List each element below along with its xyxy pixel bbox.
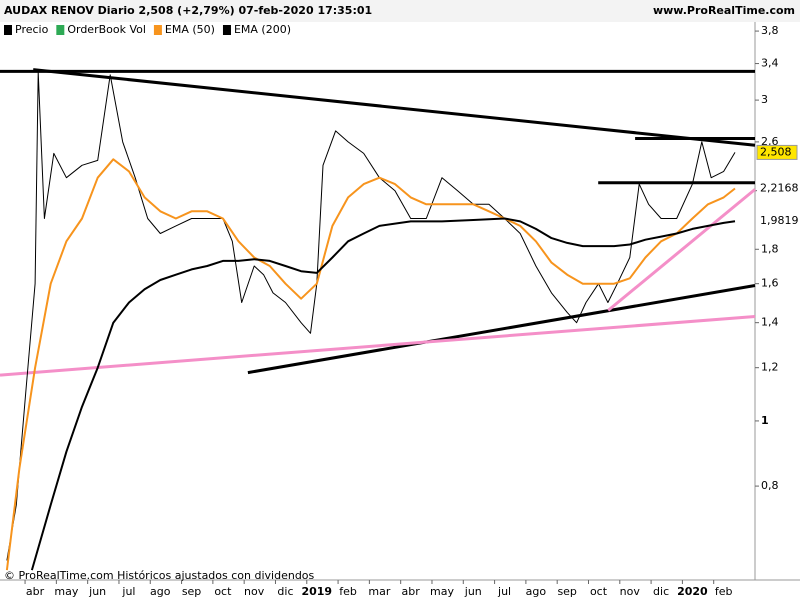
x-tick-label: 2020 — [677, 585, 708, 598]
x-tick-label: dic — [277, 585, 293, 598]
last-value-tag — [757, 181, 797, 196]
x-tick-label: abr — [26, 585, 45, 598]
last-value-tag — [757, 214, 797, 229]
y-tick-label: 1 — [761, 414, 769, 427]
trendline — [33, 68, 756, 147]
trendline — [607, 188, 756, 312]
x-tick-label: jun — [464, 585, 482, 598]
legend: Precio OrderBook Vol EMA (50) EMA (200) — [4, 23, 291, 36]
x-tick-label: feb — [339, 585, 357, 598]
y-tick-label: 3 — [761, 93, 768, 106]
x-tick-label: nov — [244, 585, 265, 598]
legend-swatch — [153, 25, 162, 35]
last-value-label: 2,2168 — [760, 181, 799, 194]
y-tick-label: 3,8 — [761, 24, 779, 37]
x-tick-label: may — [54, 585, 78, 598]
legend-label: Precio — [15, 23, 49, 36]
x-tick-label: oct — [214, 585, 232, 598]
x-tick-label: dic — [653, 585, 669, 598]
x-tick-label: 2019 — [301, 585, 332, 598]
x-tick-label: mar — [368, 585, 390, 598]
y-tick-label: 0,8 — [761, 479, 779, 492]
x-tick-label: jul — [121, 585, 135, 598]
site-label: www.ProRealTime.com — [653, 4, 795, 17]
x-tick-label: nov — [620, 585, 641, 598]
chart-title: AUDAX RENOV Diario 2,508 (+2,79%) 07-feb… — [4, 4, 372, 17]
y-tick-label: 1,2 — [761, 361, 779, 374]
x-tick-label: jun — [88, 585, 106, 598]
trendline — [247, 284, 756, 375]
x-tick-label: oct — [590, 585, 608, 598]
trendline — [0, 315, 756, 377]
legend-swatch — [4, 25, 12, 35]
legend-label: OrderBook Vol — [67, 23, 146, 36]
legend-swatch — [56, 25, 65, 35]
legend-label: EMA (200) — [234, 23, 291, 36]
y-tick-label: 3,4 — [761, 57, 779, 70]
series-line — [6, 71, 736, 561]
y-tick-label: 1,4 — [761, 316, 779, 329]
x-tick-label: ago — [526, 585, 547, 598]
legend-label: EMA (50) — [165, 23, 215, 36]
x-tick-label: feb — [715, 585, 733, 598]
last-value-label: 2,508 — [760, 145, 792, 158]
last-value-label: 1,9819 — [760, 214, 799, 227]
x-tick-label: abr — [402, 585, 421, 598]
y-tick-label: 2,6 — [761, 135, 779, 148]
y-tick-label: 1,8 — [761, 242, 779, 255]
x-tick-label: jul — [497, 585, 511, 598]
x-tick-label: sep — [557, 585, 576, 598]
footer-note: © ProRealTime.com Históricos ajustados c… — [4, 569, 315, 582]
last-value-tag — [756, 144, 798, 160]
series-line — [5, 158, 736, 571]
y-tick-label: 1,6 — [761, 277, 779, 290]
x-tick-label: ago — [150, 585, 171, 598]
header-bar — [0, 0, 800, 22]
x-tick-label: sep — [182, 585, 201, 598]
legend-swatch — [222, 25, 231, 35]
x-tick-label: may — [430, 585, 454, 598]
series-line — [30, 217, 736, 571]
